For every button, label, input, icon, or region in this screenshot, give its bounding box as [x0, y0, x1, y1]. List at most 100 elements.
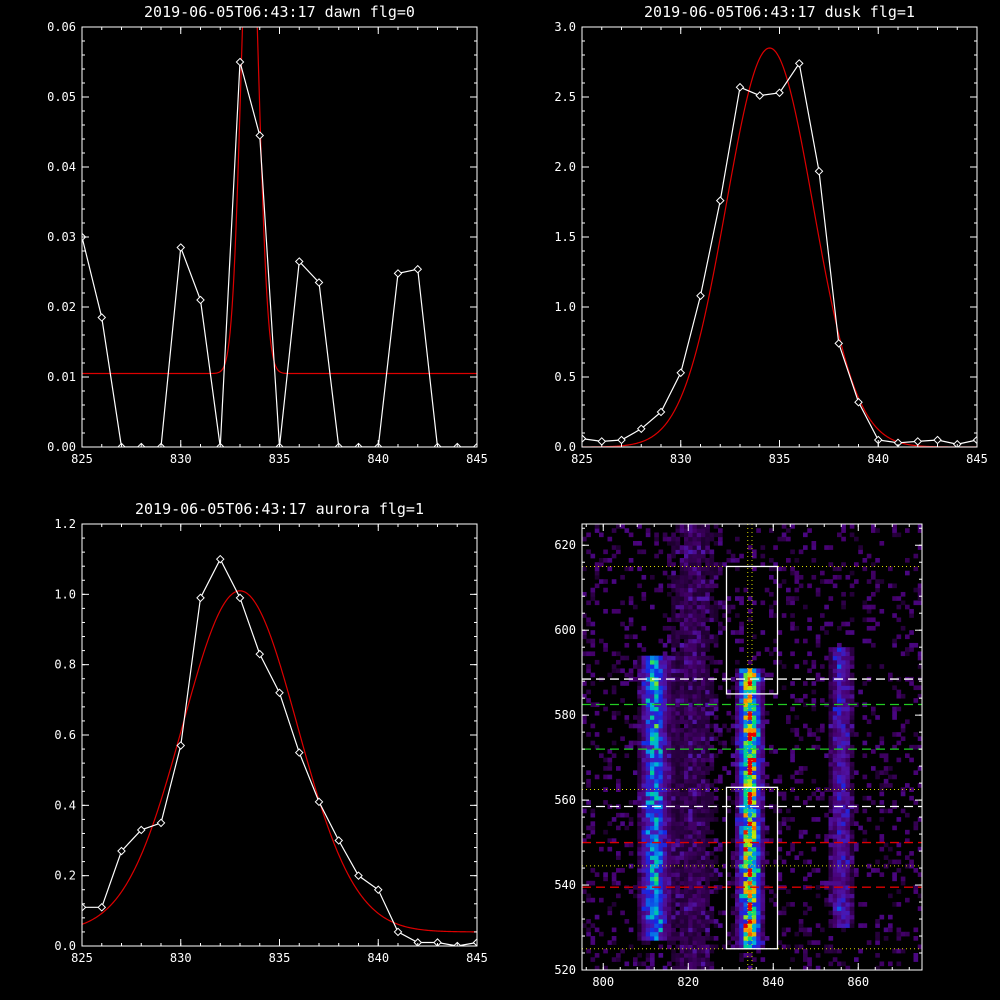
heatmap-cell	[641, 625, 647, 631]
heatmap-cell	[905, 863, 910, 869]
heatmap-cell	[611, 957, 617, 962]
heatmap-cell	[747, 834, 753, 839]
heatmap-cell	[679, 795, 685, 801]
heatmap-cell	[582, 536, 587, 542]
heatmap-cell	[773, 659, 778, 665]
heatmap-cell	[654, 787, 659, 792]
heatmap-cell	[786, 808, 791, 814]
heatmap-cell	[679, 868, 685, 873]
heatmap-cell	[696, 940, 702, 945]
heatmap-cell	[701, 804, 706, 809]
heatmap-cell	[671, 787, 676, 792]
heatmap-cell	[845, 783, 851, 788]
heatmap-cell	[645, 532, 651, 538]
heatmap-cell	[696, 659, 702, 665]
heatmap-cell	[658, 761, 664, 767]
heatmap-cell	[739, 757, 744, 763]
heatmap-cell	[786, 536, 791, 542]
y-tick-label: 580	[554, 708, 576, 722]
heatmap-cell	[667, 808, 672, 814]
data-point	[82, 903, 87, 912]
heatmap-cell	[688, 651, 693, 657]
heatmap-cell	[696, 613, 702, 618]
heatmap-cell	[667, 664, 672, 669]
heatmap-cell	[637, 842, 642, 848]
heatmap-cell	[688, 936, 693, 941]
heatmap-cell	[688, 710, 693, 716]
heatmap-cell	[845, 753, 851, 759]
heatmap-cell	[650, 655, 655, 661]
heatmap-cell	[777, 940, 783, 945]
heatmap-cell	[837, 647, 842, 652]
heatmap-cell	[637, 919, 642, 924]
heatmap-cell	[645, 753, 651, 759]
heatmap-cell	[688, 914, 693, 920]
heatmap-cell	[624, 744, 630, 750]
heatmap-cell	[862, 838, 868, 843]
heatmap-cell	[667, 655, 672, 661]
heatmap-cell	[709, 795, 715, 801]
heatmap-cell	[794, 570, 800, 576]
heatmap-cell	[713, 642, 719, 648]
heatmap-cell	[743, 766, 749, 771]
heatmap-cell	[671, 902, 676, 907]
heatmap-cell	[701, 689, 706, 695]
heatmap-cell	[735, 855, 740, 860]
heatmap-cell	[845, 889, 851, 894]
heatmap-cell	[709, 829, 715, 835]
heatmap-cell	[760, 876, 766, 882]
heatmap-cell	[628, 668, 634, 674]
heatmap-cell	[735, 791, 740, 797]
heatmap-cell	[756, 795, 761, 801]
heatmap-cell	[756, 749, 761, 754]
heatmap-cell	[837, 812, 842, 818]
heatmap-cell	[845, 902, 851, 907]
heatmap-cell	[582, 715, 587, 720]
heatmap-cell	[692, 579, 698, 584]
heatmap-cell	[684, 744, 689, 750]
heatmap-cell	[832, 668, 838, 674]
heatmap-cell	[586, 770, 591, 776]
heatmap-cell	[828, 757, 834, 763]
heatmap-cell	[828, 715, 834, 720]
heatmap-cell	[645, 910, 651, 916]
heatmap-cell	[611, 664, 617, 669]
heatmap-cell	[845, 859, 851, 865]
heatmap-cell	[679, 825, 685, 831]
data-point	[393, 269, 403, 278]
heatmap-cell	[692, 812, 698, 818]
heatmap-cell	[692, 740, 698, 746]
heatmap-cell	[705, 838, 710, 843]
heatmap-cell	[701, 787, 706, 792]
heatmap-cell	[654, 689, 659, 695]
heatmap-cell	[701, 664, 706, 669]
heatmap-cell	[654, 693, 659, 699]
heatmap-cell	[590, 596, 596, 601]
heatmap-cell	[679, 549, 685, 555]
heatmap-cell	[633, 715, 638, 720]
heatmap-cell	[599, 753, 604, 759]
heatmap-cell	[718, 536, 723, 542]
heatmap-cell	[845, 787, 851, 792]
heatmap-cell	[701, 702, 706, 708]
heatmap-cell	[658, 736, 664, 742]
data-point	[715, 196, 725, 205]
heatmap-cell	[854, 872, 859, 877]
heatmap-cell	[658, 880, 664, 886]
heatmap-cell	[645, 897, 651, 903]
heatmap-cell	[909, 744, 914, 750]
heatmap-cell	[828, 829, 834, 835]
heatmap-cell	[752, 800, 757, 805]
heatmap-cell	[837, 706, 842, 712]
heatmap-cell	[671, 689, 676, 695]
aurora-spectrum-panel: 825 830 835 840 8450.00.20.40.60.81.01.22019…	[54, 500, 488, 965]
heatmap-cell	[841, 923, 846, 928]
heatmap-cell	[696, 608, 702, 614]
heatmap-cell	[582, 808, 587, 814]
heatmap-cell	[667, 634, 672, 640]
heatmap-cell	[650, 783, 655, 788]
heatmap-cell	[709, 872, 715, 877]
heatmap-cell	[650, 664, 655, 669]
heatmap-cell	[675, 693, 681, 699]
heatmap-cell	[747, 876, 753, 882]
